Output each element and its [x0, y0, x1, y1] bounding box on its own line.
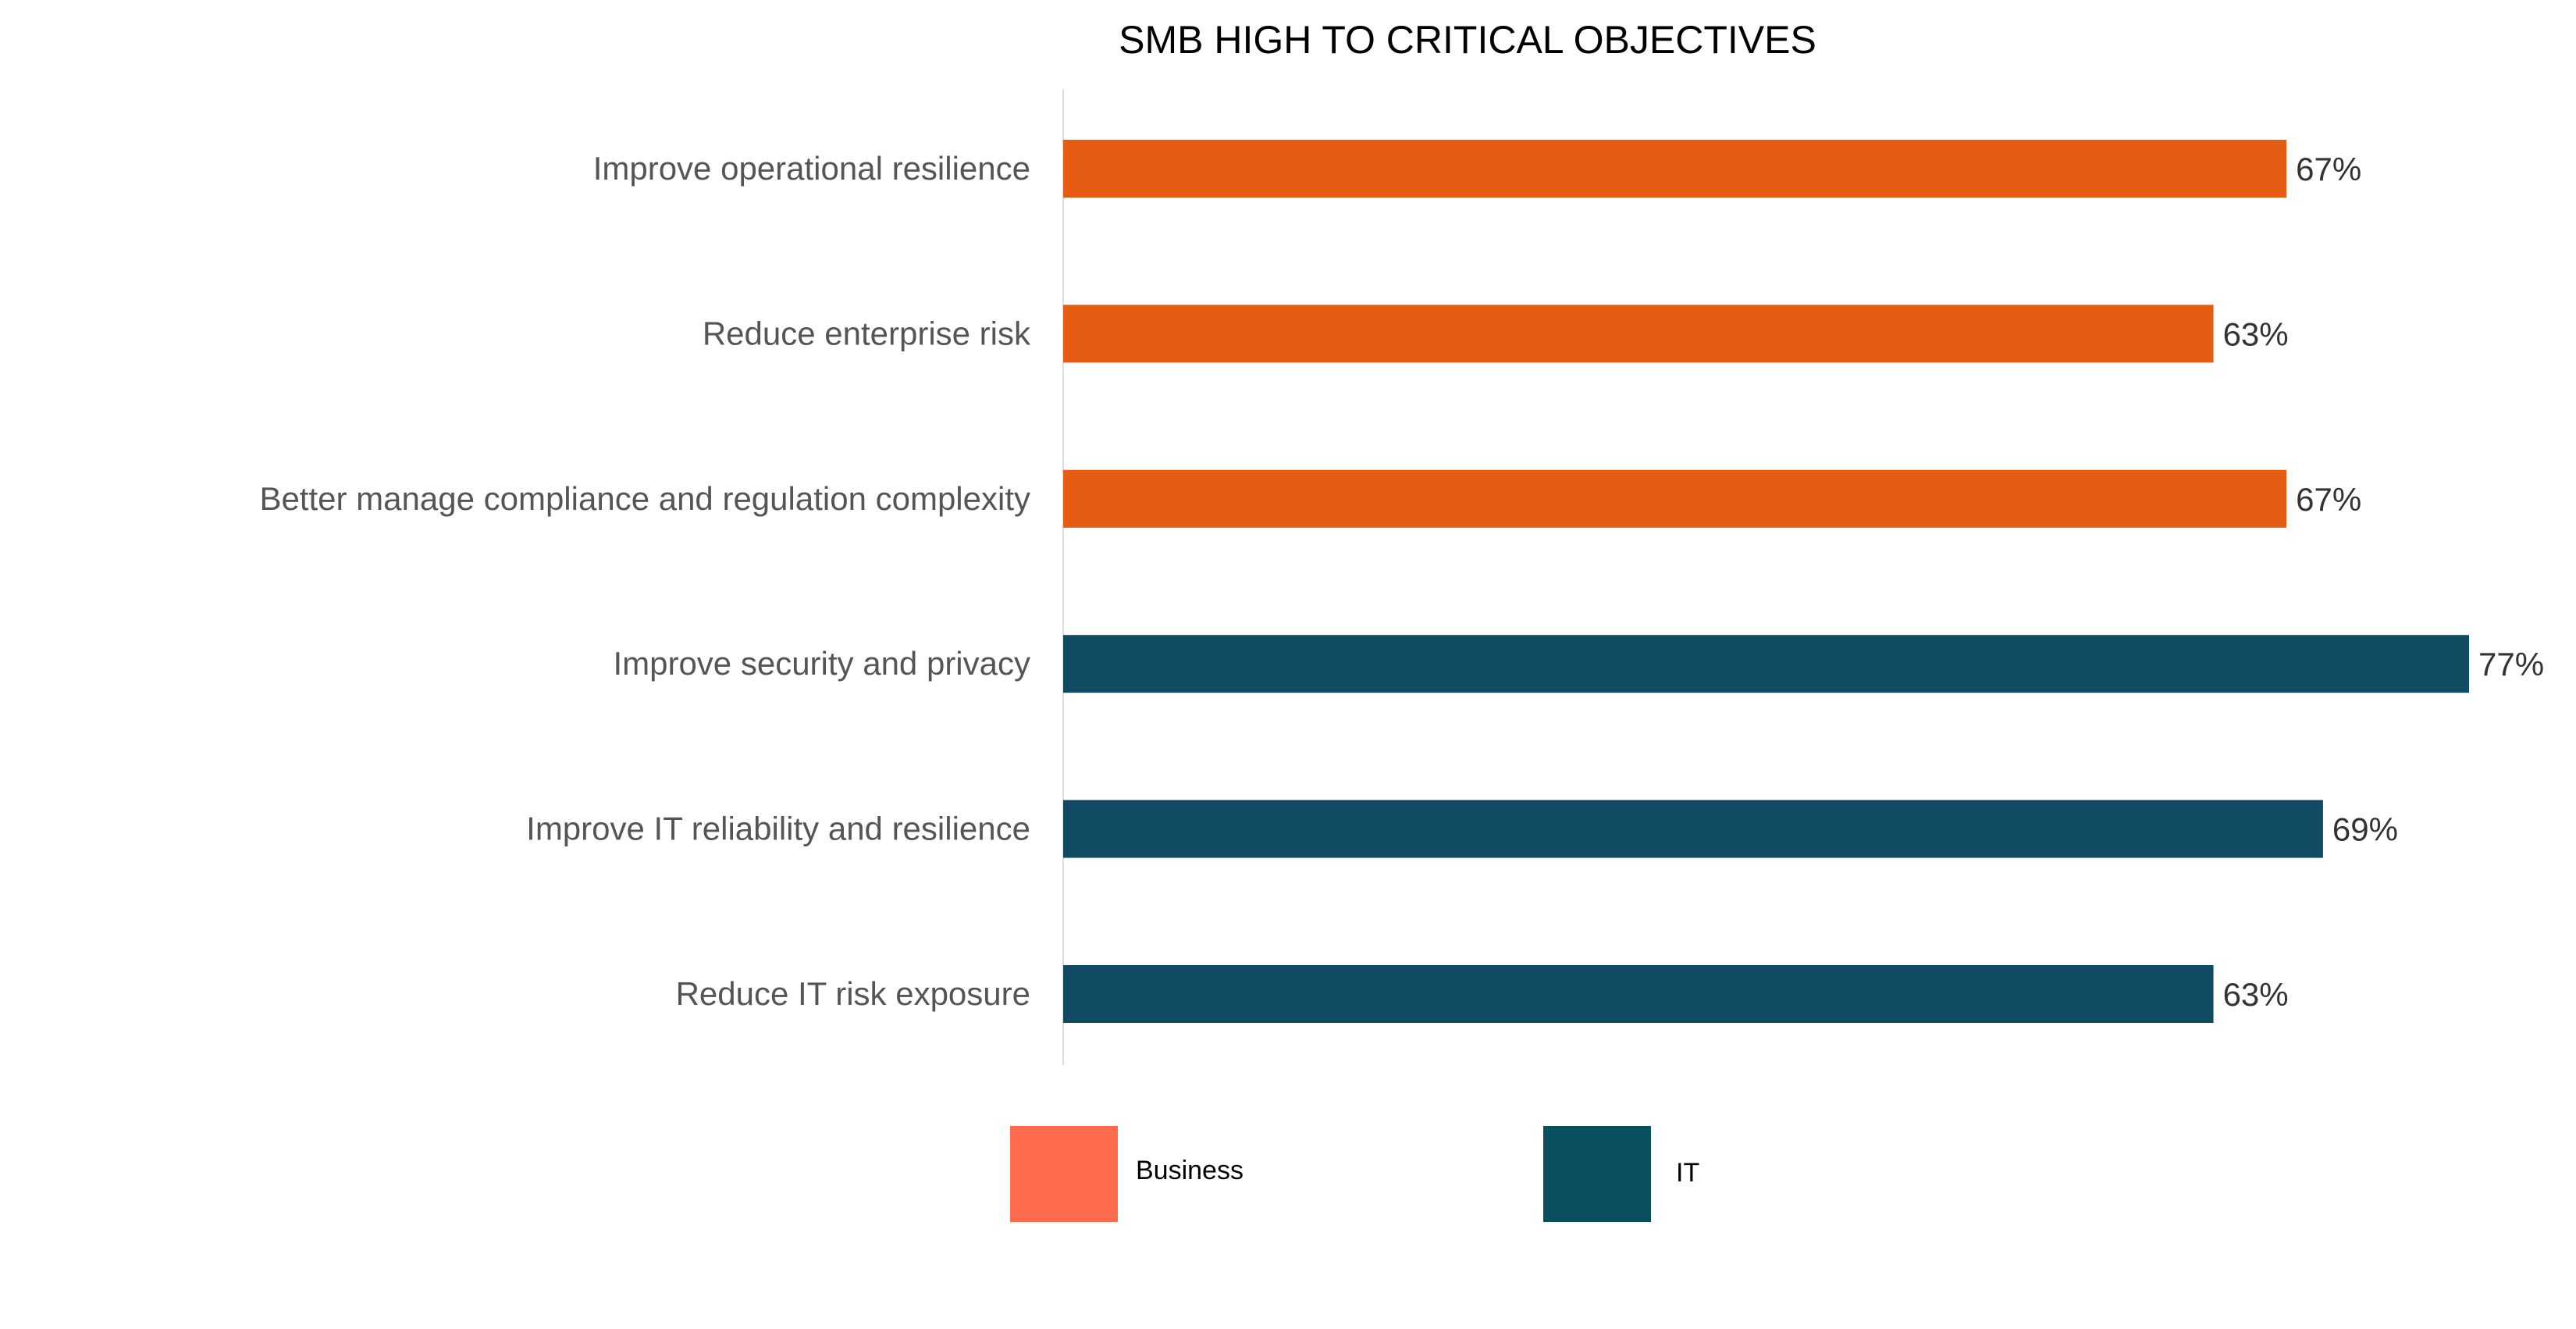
- bar-it: [1063, 965, 2214, 1023]
- data-label: 67%: [2296, 151, 2361, 187]
- data-label: 67%: [2296, 481, 2361, 518]
- category-label: Reduce enterprise risk: [703, 315, 1031, 351]
- data-label: 77%: [2478, 646, 2544, 682]
- legend: Business IT: [1010, 1126, 1699, 1222]
- category-label: Better manage compliance and regulation …: [259, 480, 1030, 517]
- legend-swatch-it: [1543, 1126, 1651, 1222]
- bar-it: [1063, 800, 2323, 858]
- data-label: 63%: [2223, 315, 2289, 352]
- chart-title: SMB HIGH TO CRITICAL OBJECTIVES: [1119, 18, 1816, 62]
- category-label: Improve operational resilience: [593, 150, 1030, 187]
- legend-swatch-business: [1010, 1126, 1118, 1222]
- legend-label-it: IT: [1676, 1158, 1699, 1188]
- data-label: 69%: [2332, 811, 2398, 848]
- data-label: 63%: [2223, 976, 2289, 1013]
- category-label: Improve security and privacy: [613, 645, 1030, 682]
- category-label: Reduce IT risk exposure: [676, 975, 1030, 1012]
- bar-business: [1063, 305, 2214, 363]
- bar-business: [1063, 140, 2287, 198]
- legend-label-business: Business: [1136, 1156, 1244, 1185]
- bar-business: [1063, 469, 2287, 528]
- bar-it: [1063, 635, 2470, 693]
- category-label: Improve IT reliability and resilience: [526, 811, 1030, 847]
